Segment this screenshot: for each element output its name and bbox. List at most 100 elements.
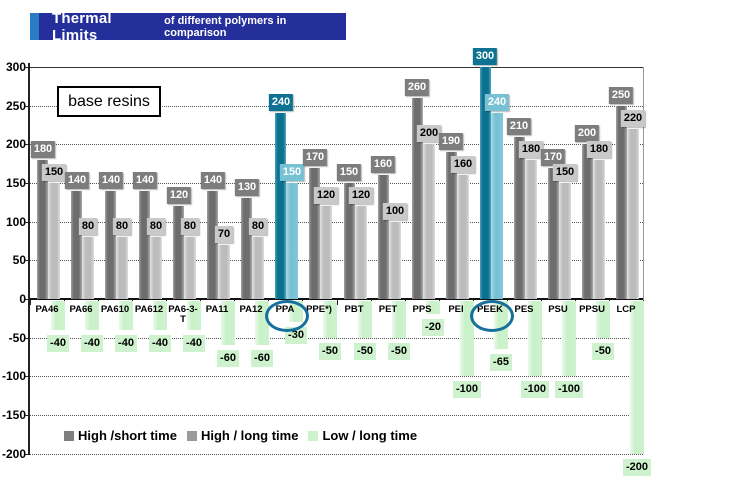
gridline: [30, 415, 643, 416]
category-label-pa11: PA11: [205, 304, 229, 315]
value-label-high-short-ppe*): 170: [302, 149, 328, 166]
value-label-high-long-pei: 160: [450, 156, 476, 173]
category-label-lcp: LCP: [616, 304, 636, 315]
gridline: [30, 376, 643, 377]
category-label-pa612: PA612: [134, 304, 164, 315]
x-axis-tick: [337, 300, 338, 305]
y-axis-tick: [25, 183, 29, 184]
y-axis-label: 250: [5, 99, 26, 113]
category-label-pbt: PBT: [344, 304, 364, 315]
value-label-low-long-pbt: -50: [354, 343, 376, 360]
y-axis-label: 200: [5, 137, 26, 151]
bar-low-long-pa11: [221, 301, 235, 345]
value-label-low-long-pa6-3-t: -40: [183, 335, 205, 352]
value-label-high-long-pa46: 150: [41, 164, 67, 181]
legend-marker: [64, 430, 74, 441]
bar-high-long-pet: [389, 222, 401, 299]
annotation-base-resins: base resins: [57, 86, 161, 117]
value-label-high-long-pa12: 80: [248, 218, 268, 235]
value-label-high-short-pps: 260: [404, 79, 430, 96]
value-label-high-short-pbt: 150: [336, 164, 362, 181]
value-label-low-long-pa11: -60: [217, 350, 239, 367]
gridline: [30, 183, 643, 184]
legend-marker: [308, 430, 319, 441]
bar-low-long-ppe*): [323, 301, 337, 338]
value-label-low-long-peek: -65: [490, 354, 512, 371]
value-label-high-short-pa610: 140: [98, 172, 124, 189]
bar-high-long-pa12: [252, 237, 264, 299]
bar-high-short-pa12: [241, 198, 252, 299]
y-axis-tick: [25, 454, 29, 455]
value-label-high-short-pet: 160: [370, 156, 396, 173]
legend-item: High / long time: [186, 428, 298, 443]
y-axis-label: 50: [12, 253, 26, 267]
y-axis-tick: [25, 106, 29, 107]
y-axis-tick: [25, 260, 29, 261]
bar-high-long-ppa: [286, 183, 298, 299]
gridline: [30, 106, 643, 107]
page-subtitle: of different polymers in comparison: [164, 14, 287, 39]
title-banner: Thermal Limits of different polymers in …: [30, 10, 346, 44]
page-title: Thermal Limits: [52, 9, 112, 44]
gridline: [30, 454, 643, 455]
value-label-high-long-pbt: 120: [348, 187, 374, 204]
value-label-high-short-pes: 210: [506, 118, 532, 135]
bar-high-long-pei: [457, 175, 469, 299]
value-label-low-long-ppsu: -50: [592, 343, 614, 360]
value-label-low-long-pei: -100: [452, 381, 482, 398]
legend-item: High /short time: [64, 428, 177, 443]
bar-high-short-pps: [412, 98, 423, 299]
bar-high-long-pa610: [116, 237, 128, 299]
bar-low-long-pa612: [153, 301, 167, 330]
legend-label: Low / long time: [322, 428, 418, 443]
bar-low-long-lcp: [630, 301, 644, 454]
bar-high-short-lcp: [616, 106, 627, 299]
value-label-high-short-pa612: 140: [132, 172, 158, 189]
value-label-high-long-pps: 200: [416, 125, 442, 142]
y-axis-tick: [25, 144, 29, 145]
bar-high-short-peek: [480, 67, 491, 299]
category-label-psu: PSU: [548, 304, 568, 315]
bar-high-short-pa610: [105, 191, 116, 299]
category-label-pa610: PA610: [100, 304, 130, 315]
y-axis-label: -100: [1, 369, 26, 383]
y-axis-line: [28, 63, 30, 455]
value-label-high-short-pa6-3-t: 120: [166, 187, 192, 204]
bar-low-long-psu: [562, 301, 576, 376]
y-axis-label: -200: [1, 447, 26, 461]
bar-high-long-ppsu: [593, 160, 605, 299]
title-bar: Thermal Limits of different polymers in …: [39, 10, 346, 44]
y-axis-tick: [25, 338, 29, 339]
bar-high-long-pbt: [355, 206, 367, 299]
y-axis-tick: [25, 67, 29, 68]
y-axis-label: -50: [8, 331, 26, 345]
value-label-high-short-peek: 300: [472, 48, 498, 65]
value-label-low-long-pa12: -60: [251, 350, 273, 367]
value-label-high-long-pa6-3-t: 80: [180, 218, 200, 235]
value-label-high-long-pa612: 80: [146, 218, 166, 235]
bar-low-long-pet: [392, 301, 406, 338]
bar-high-long-psu: [559, 183, 571, 299]
bar-high-short-pet: [378, 175, 389, 299]
x-axis-tick: [30, 300, 31, 305]
value-label-high-short-psu: 170: [540, 149, 566, 166]
bar-high-short-pbt: [344, 183, 355, 299]
value-label-high-long-lcp: 220: [620, 110, 646, 127]
value-label-high-long-pa11: 70: [214, 226, 234, 243]
value-label-high-long-pes: 180: [518, 141, 544, 158]
category-label-ppe*): PPE*): [306, 304, 332, 315]
bar-high-short-pes: [514, 137, 525, 299]
bar-high-long-pa66: [82, 237, 94, 299]
value-label-high-long-pa66: 80: [78, 218, 98, 235]
bar-low-long-pa66: [85, 301, 99, 330]
bar-high-short-pa66: [71, 191, 82, 299]
bar-high-long-pps: [423, 144, 435, 299]
bar-high-long-pa612: [150, 237, 162, 299]
category-label-pa66: PA66: [69, 304, 93, 315]
highlight-ellipse-peek: [470, 300, 514, 332]
category-label-pes: PES: [514, 304, 534, 315]
value-label-low-long-pa610: -40: [115, 335, 137, 352]
y-axis-tick: [25, 222, 29, 223]
value-label-low-long-pa46: -40: [47, 335, 69, 352]
